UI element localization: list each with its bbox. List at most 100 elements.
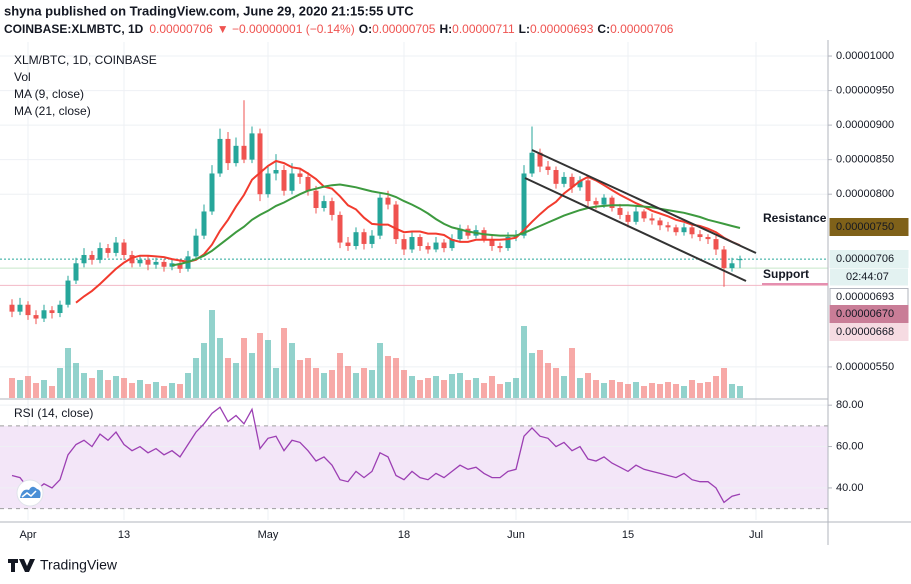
candle-body [433, 242, 439, 250]
volume-bar [129, 383, 135, 398]
candle-body [129, 254, 135, 264]
volume-bar [65, 348, 71, 398]
candle-body [281, 170, 287, 191]
volume-bar [369, 370, 375, 398]
candle-body [385, 197, 391, 205]
volume-bar [489, 376, 495, 398]
candle-body [265, 173, 271, 195]
volume-bar [393, 358, 399, 398]
volume-bar [673, 384, 679, 398]
price-label: 0.00000750 [836, 221, 894, 233]
candle-body [689, 227, 695, 235]
price-label-box [829, 218, 909, 236]
volume-bar [729, 384, 735, 398]
volume-bar [249, 353, 255, 398]
candle-body [289, 173, 295, 191]
volume-bar [225, 358, 231, 398]
annotation: Resistance [763, 211, 827, 225]
volume-bar [9, 378, 15, 398]
ohlc-value: 0.00000693 [530, 22, 594, 36]
candle-body [361, 232, 367, 244]
volume-bar [657, 384, 663, 398]
volume-bar [377, 343, 383, 398]
candle-body [105, 248, 111, 253]
candle-body [97, 248, 103, 260]
volume-bar [25, 376, 31, 398]
candle-body [409, 237, 415, 250]
legend-rsi: RSI (14, close) [14, 406, 93, 420]
candle-body [417, 237, 423, 247]
countdown-box [830, 268, 908, 286]
candle-body [345, 242, 351, 247]
volume-bar [617, 382, 623, 398]
volume-bar [481, 383, 487, 398]
volume-bar [649, 383, 655, 398]
candle-body [641, 211, 647, 219]
candle-body [297, 173, 303, 177]
candle-body [625, 214, 631, 222]
candle-body [225, 138, 231, 164]
volume-bar [425, 378, 431, 398]
volume-bar [473, 378, 479, 398]
volume-bar [633, 382, 639, 398]
candle-body [321, 201, 327, 209]
candle-body [553, 170, 559, 184]
x-tick-label: Jun [507, 529, 525, 541]
ohlc-value: 0.00000705 [372, 22, 436, 36]
candle-body [257, 133, 263, 195]
legend-title: XLM/BTC, 1D, COINBASE [14, 53, 157, 67]
volume-bar [81, 373, 87, 398]
volume-bar [577, 378, 583, 398]
candle-body [41, 310, 47, 319]
candle-body [393, 204, 399, 240]
candle-body [665, 225, 671, 228]
volume-bar [505, 382, 511, 398]
y-tick-label: 0.00000950 [836, 84, 894, 96]
candle-body [489, 239, 495, 247]
countdown: 02:44:07 [846, 271, 889, 283]
candle-body [521, 173, 527, 236]
symbol: COINBASE:XLMBTC, 1D [4, 22, 144, 36]
candle-body [65, 280, 71, 305]
volume-bar [73, 363, 79, 398]
y-tick-label: 0.00000800 [836, 188, 894, 200]
volume-bar [433, 376, 439, 398]
candle-body [377, 197, 383, 236]
volume-bar [609, 380, 615, 398]
volume-bar [153, 382, 159, 398]
candle-body [497, 246, 503, 249]
candle-body [161, 261, 167, 267]
volume-bar [441, 380, 447, 398]
volume-bar [361, 368, 367, 398]
rsi-icon [16, 479, 44, 507]
volume-bar [545, 363, 551, 398]
plot [9, 100, 743, 504]
volume-bar [345, 366, 351, 398]
candle-body [49, 310, 55, 314]
ohlc-key: O: [359, 22, 372, 36]
volume-bar [465, 380, 471, 398]
candle-body [33, 315, 39, 319]
volume-bar [241, 338, 247, 398]
candle-body [449, 239, 455, 249]
volume-bar [337, 353, 343, 398]
volume-bar [529, 353, 535, 398]
footer-logo [8, 559, 35, 572]
candle-body [713, 239, 719, 250]
volume-bar [513, 378, 519, 398]
volume-bar [569, 348, 575, 398]
volume-bar [313, 368, 319, 398]
price-label-box [829, 323, 909, 341]
candle-body [609, 197, 615, 209]
volume-bar [57, 368, 63, 398]
volume-bar [689, 380, 695, 398]
candle-body [57, 304, 63, 314]
candle-body [73, 263, 79, 281]
volume-bar [665, 382, 671, 398]
candle-body [145, 259, 151, 265]
volume-bar [209, 310, 215, 398]
price-label-box [829, 305, 909, 323]
ohlc-value: 0.00000706 [610, 22, 674, 36]
volume-bar [97, 370, 103, 398]
volume-bar [417, 380, 423, 398]
